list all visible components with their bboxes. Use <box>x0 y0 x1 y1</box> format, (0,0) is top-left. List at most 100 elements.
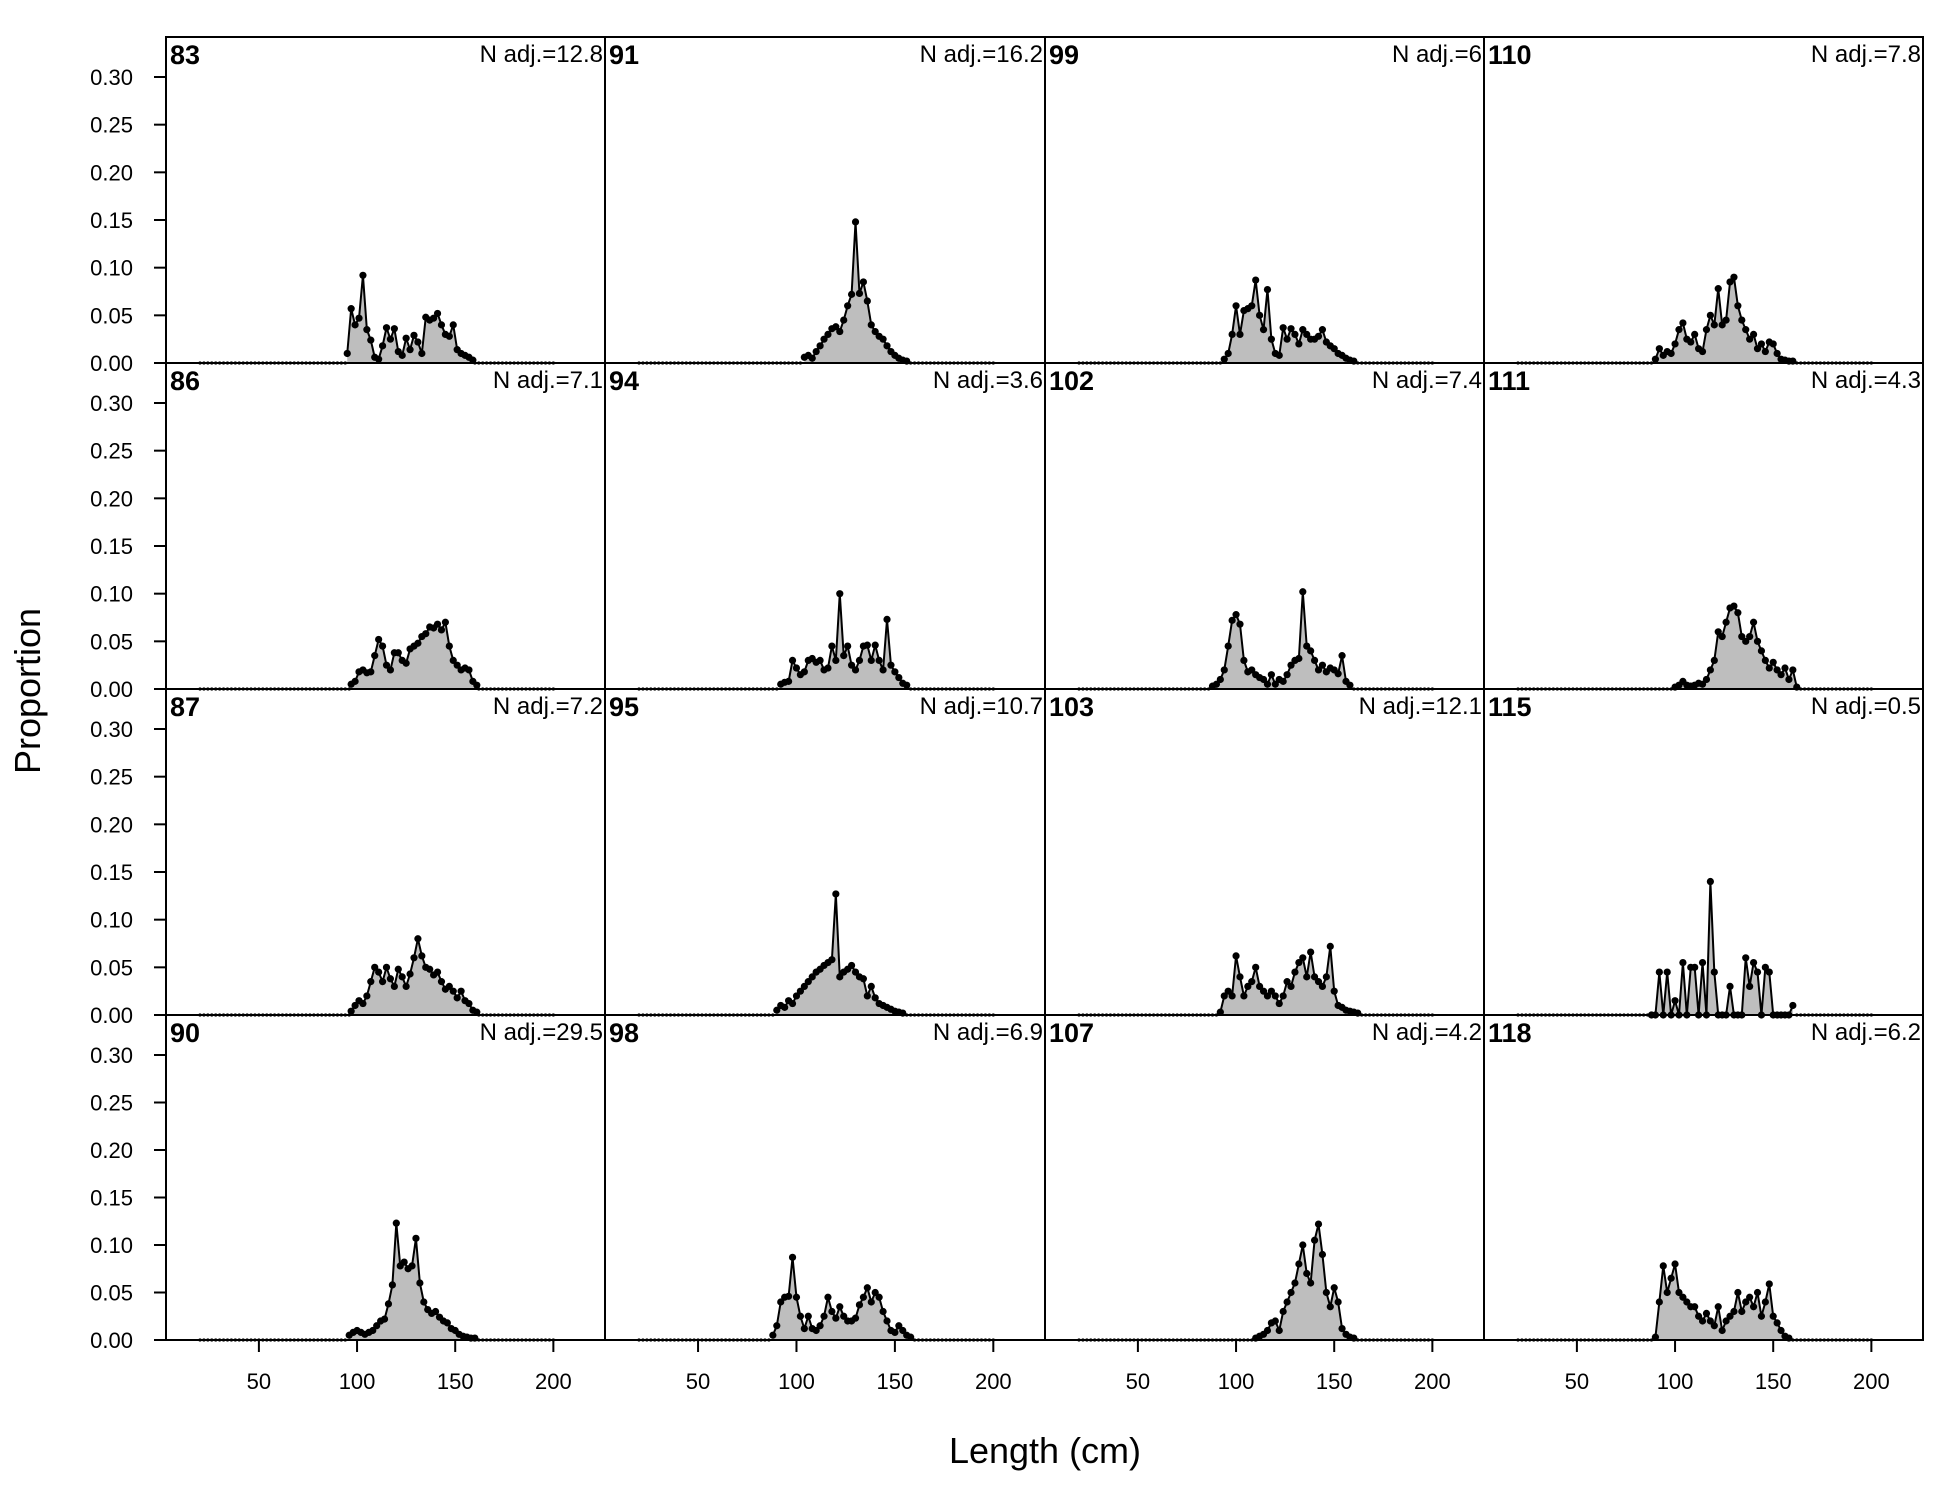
y-tick-label: 0.20 <box>90 1138 133 1163</box>
data-point <box>883 1317 891 1325</box>
data-point <box>1263 992 1272 1000</box>
series-area <box>1224 280 1354 363</box>
panel-year-label: 98 <box>609 1018 639 1048</box>
data-point <box>1314 666 1323 674</box>
data-point <box>792 664 801 672</box>
y-tick-label: 0.20 <box>90 486 133 511</box>
data-point <box>1295 958 1303 967</box>
panel-year-label: 87 <box>170 692 200 722</box>
data-point <box>351 1001 359 1010</box>
data-point <box>1726 278 1734 286</box>
data-point <box>410 954 418 962</box>
x-axis: 50 100 150 200 50 100 150 200 50 100 150 200 50 100 15… <box>247 1340 1890 1394</box>
data-point <box>1655 1298 1663 1306</box>
series-area <box>351 938 477 1015</box>
panel-94: 94 N adj.=3.6 <box>604 362 1046 691</box>
data-point <box>855 1301 864 1309</box>
data-point <box>1651 1333 1660 1341</box>
data-point <box>433 309 442 318</box>
y-tick-label: 0.15 <box>90 860 133 885</box>
data-point <box>1742 326 1750 334</box>
data-point <box>1299 588 1307 596</box>
data-point <box>1287 661 1295 669</box>
data-point <box>418 952 426 960</box>
data-point <box>1761 656 1769 665</box>
data-point <box>1730 273 1738 281</box>
panel-n-label: N adj.=29.5 <box>480 1019 603 1046</box>
data-point <box>785 677 793 685</box>
data-point <box>445 642 453 650</box>
data-point <box>883 342 891 350</box>
data-point <box>386 335 395 343</box>
data-point <box>402 659 410 667</box>
data-point <box>1236 330 1244 338</box>
data-point <box>453 661 461 669</box>
data-point <box>380 1315 389 1323</box>
data-point <box>1757 340 1766 348</box>
data-point <box>1338 1325 1346 1333</box>
data-point <box>1753 637 1762 645</box>
data-point <box>1283 978 1291 986</box>
data-point <box>1738 1307 1746 1316</box>
panel-year-label: 91 <box>609 40 639 70</box>
panel-year-label: 86 <box>170 366 200 396</box>
data-point <box>824 1293 832 1301</box>
panel-102: 102 N adj.=7.4 <box>1044 362 1485 691</box>
x-tick-label: 200 <box>975 1369 1012 1394</box>
data-point <box>1299 1241 1307 1249</box>
data-point <box>443 1319 451 1327</box>
panel-n-label: N adj.=12.8 <box>480 41 603 68</box>
data-point <box>1283 335 1291 343</box>
data-point <box>840 652 848 660</box>
data-point <box>1224 987 1232 995</box>
data-point <box>1338 652 1346 660</box>
data-point <box>1228 330 1236 338</box>
data-point <box>863 297 871 305</box>
data-point <box>851 1314 860 1322</box>
data-point <box>836 327 844 336</box>
data-point <box>1318 982 1327 991</box>
data-point <box>832 656 840 665</box>
data-point <box>855 289 864 298</box>
data-point <box>781 1003 789 1011</box>
data-point <box>1279 992 1287 1000</box>
panel-year-label: 83 <box>170 40 200 70</box>
data-point <box>378 342 387 350</box>
data-point <box>386 975 395 983</box>
data-point <box>773 1006 781 1014</box>
data-point <box>1299 326 1307 334</box>
panel-83: 83 N adj.=12.8 <box>165 36 606 365</box>
data-point <box>800 982 808 991</box>
x-tick-label: 200 <box>1853 1369 1890 1394</box>
data-point <box>1228 616 1236 624</box>
data-point <box>824 330 832 338</box>
data-point <box>343 349 351 358</box>
y-tick-label: 0.20 <box>90 160 133 185</box>
panel-n-label: N adj.=7.2 <box>493 693 603 720</box>
panel-frame <box>165 1014 606 1341</box>
data-point <box>465 999 473 1008</box>
panel-frame <box>165 362 606 690</box>
data-point <box>851 218 860 226</box>
data-point <box>1287 982 1295 991</box>
panel-frame <box>1044 688 1485 1016</box>
data-point <box>1663 1288 1671 1297</box>
data-point <box>375 355 383 363</box>
data-point <box>351 321 359 329</box>
data-point <box>836 1303 844 1311</box>
data-point <box>355 314 363 322</box>
y-tick-label: 0.25 <box>90 1091 133 1116</box>
data-point <box>457 987 465 995</box>
panel-frame <box>1483 1014 1924 1341</box>
data-point <box>1244 982 1252 991</box>
panel-year-label: 107 <box>1049 1018 1094 1048</box>
data-point <box>1714 1303 1722 1311</box>
data-point <box>1224 642 1232 650</box>
data-point <box>1287 1288 1295 1297</box>
data-point <box>859 278 868 286</box>
data-point <box>1326 942 1334 950</box>
panel-n-label: N adj.=16.2 <box>920 41 1043 68</box>
panel-n-label: N adj.=10.7 <box>920 693 1043 720</box>
data-point <box>1322 973 1330 981</box>
data-point <box>871 327 879 336</box>
